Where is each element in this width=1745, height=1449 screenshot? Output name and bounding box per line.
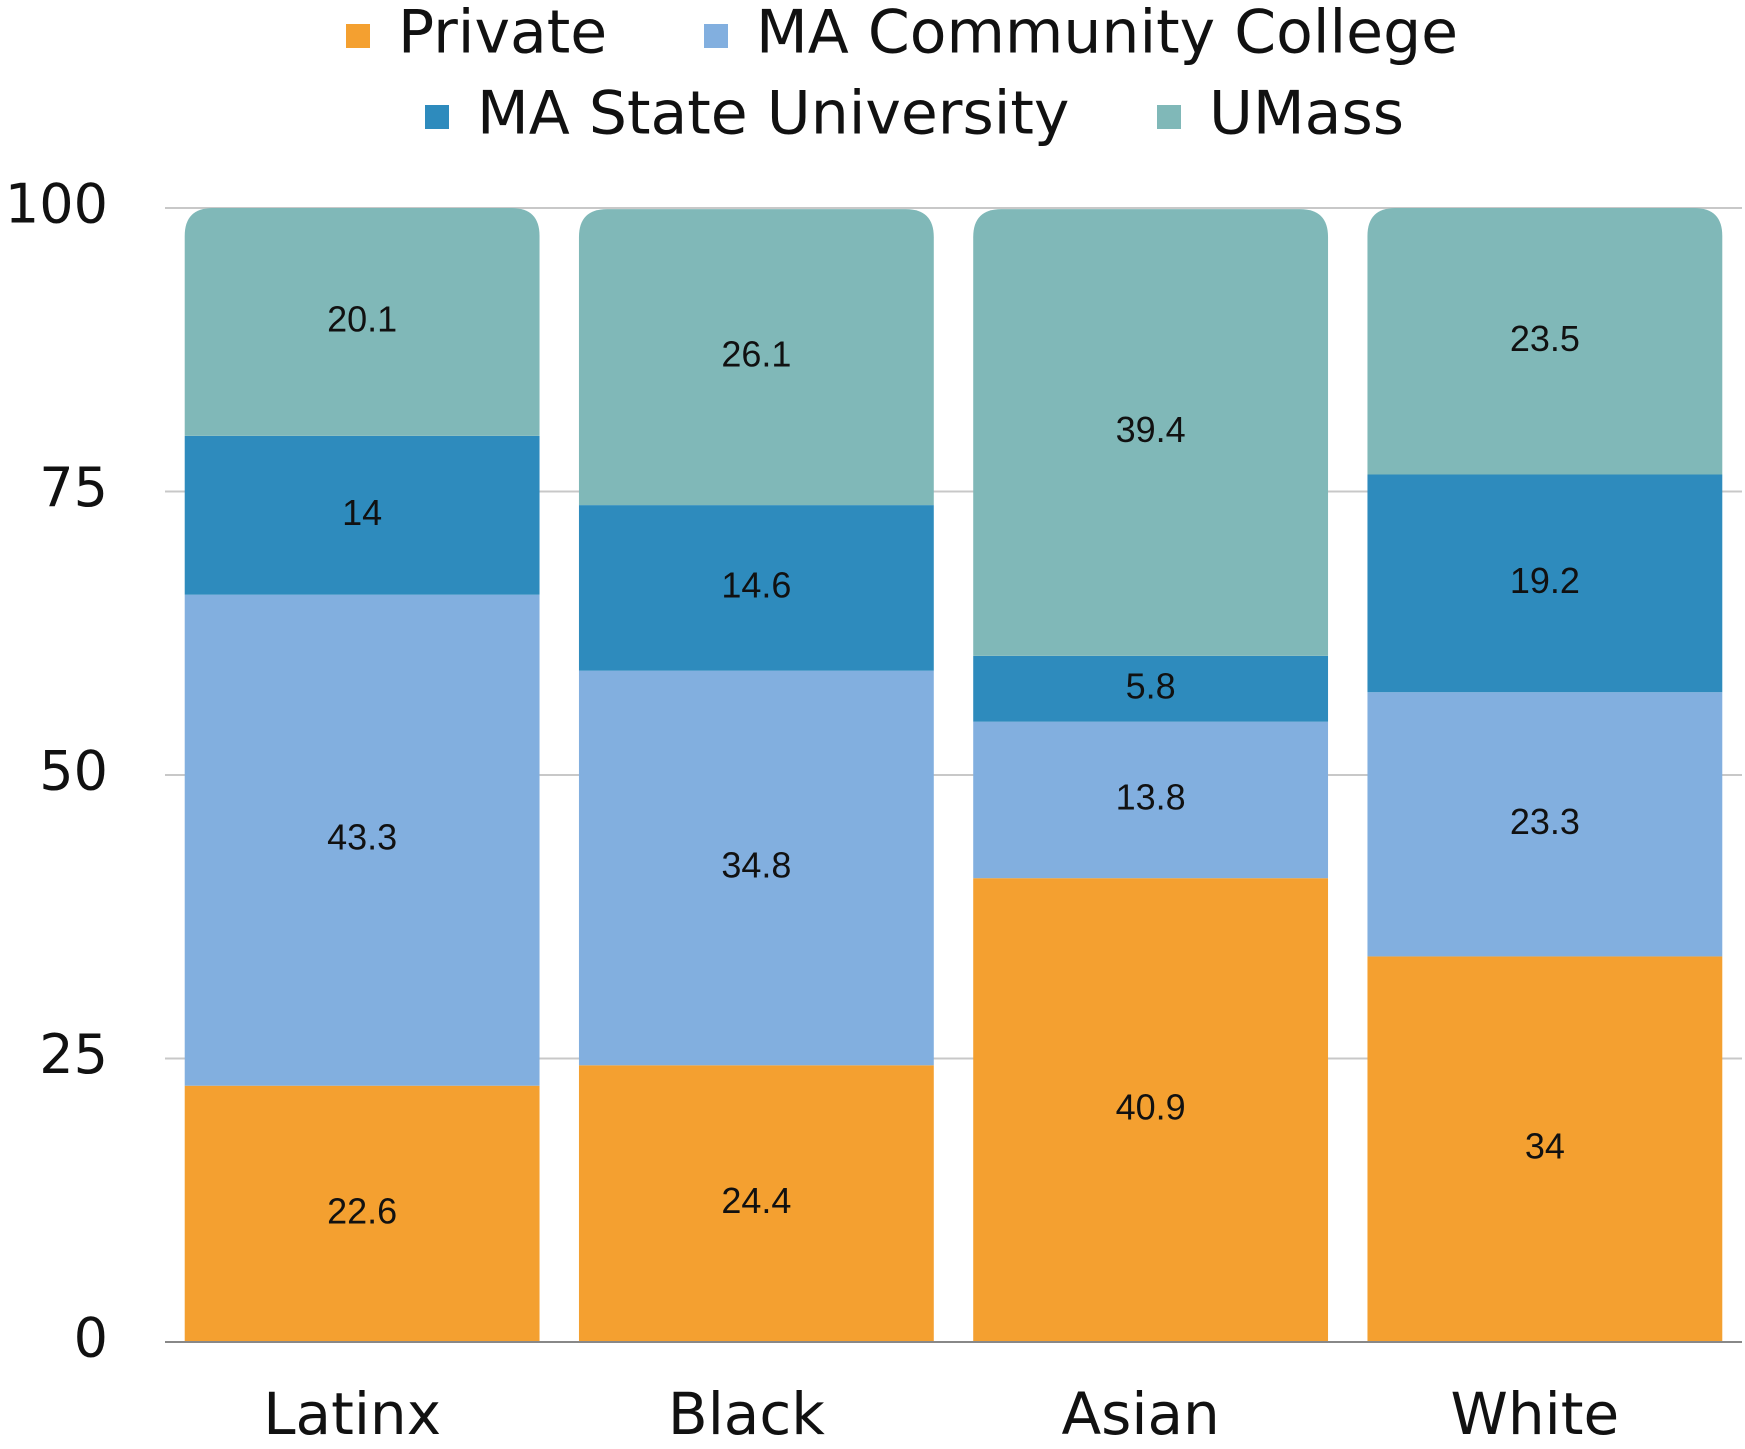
bar-segment [973,209,1329,656]
legend-label: MA State University [477,79,1069,149]
data-label: 14 [342,492,382,533]
bar-segment [184,594,540,1086]
x-tick-label: Asian [1061,1380,1219,1448]
y-tick-label: 75 [39,456,108,519]
data-label: 40.9 [1116,1087,1186,1128]
data-label: 23.3 [1510,801,1580,842]
data-label: 34 [1525,1126,1565,1167]
bar-segment [1367,208,1723,475]
legend-swatch [1157,105,1181,129]
bar-segment [973,878,1329,1342]
bar-segment [578,1065,934,1342]
bar-segment [1367,692,1723,957]
bar-segment [184,435,540,595]
legend-swatch [425,105,449,129]
data-label: 34.8 [721,845,791,886]
data-label: 13.8 [1116,776,1186,817]
data-label: 22.6 [327,1190,397,1231]
data-label: 14.6 [721,564,791,605]
bar-segment [578,209,934,506]
legend-swatch [704,24,728,48]
bar-segment [973,721,1329,879]
x-tick-label: Black [668,1380,825,1448]
bar-segment [1367,956,1723,1342]
bar-segment [184,208,540,436]
bar-segment [973,655,1329,722]
y-tick-label: 50 [39,740,108,803]
data-label: 19.2 [1510,560,1580,601]
data-label: 23.5 [1510,318,1580,359]
legend-label: UMass [1209,79,1404,149]
legend-label: MA Community College [756,0,1458,68]
y-tick-label: 100 [5,173,108,236]
data-label: 5.8 [1126,665,1176,706]
x-tick-label: Latinx [263,1380,441,1448]
data-label: 20.1 [327,298,397,339]
bar-segment [184,1085,540,1342]
data-label: 24.4 [721,1180,791,1221]
bar-segment [578,670,934,1066]
data-label: 26.1 [721,334,791,375]
y-tick-label: 25 [39,1023,108,1086]
legend-swatch [346,24,370,48]
legend-label: Private [398,0,607,68]
data-label: 43.3 [327,817,397,858]
x-tick-label: White [1451,1380,1620,1448]
y-tick-label: 0 [74,1307,108,1370]
bar-segment [578,505,934,671]
bar-segment [1367,474,1723,693]
data-label: 39.4 [1116,409,1186,450]
